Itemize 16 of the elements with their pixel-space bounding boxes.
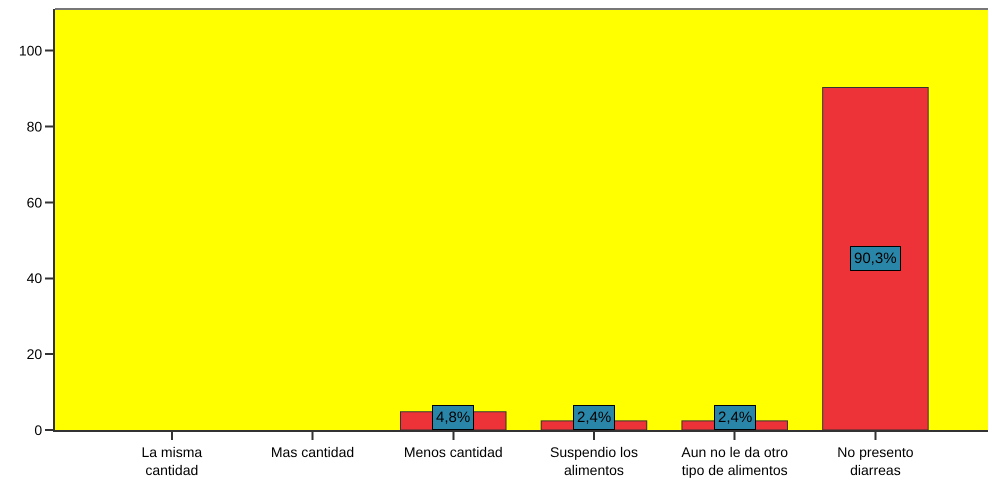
data-label: 4,8% [436, 409, 470, 426]
data-label: 90,3% [854, 250, 897, 267]
y-tick-label: 20 [26, 346, 42, 362]
x-tick-label: Menos cantidad [404, 444, 503, 460]
x-tick-label: Aun no le da otro tipo de alimentos [681, 444, 788, 478]
x-tick-label: Suspendio los alimentos [550, 444, 638, 478]
y-tick-label: 0 [34, 422, 42, 438]
x-tick-label: Mas cantidad [270, 444, 354, 460]
data-label: 2,4% [718, 409, 752, 426]
y-tick-label: 80 [26, 118, 42, 134]
x-tick-label: No presento diarreas [837, 444, 914, 478]
y-tick-label: 100 [18, 42, 42, 59]
x-tick-label: La misma cantidad [141, 444, 202, 478]
data-label: 2,4% [577, 409, 612, 426]
y-tick-label: 40 [26, 270, 42, 286]
y-tick-label: 60 [26, 194, 42, 210]
